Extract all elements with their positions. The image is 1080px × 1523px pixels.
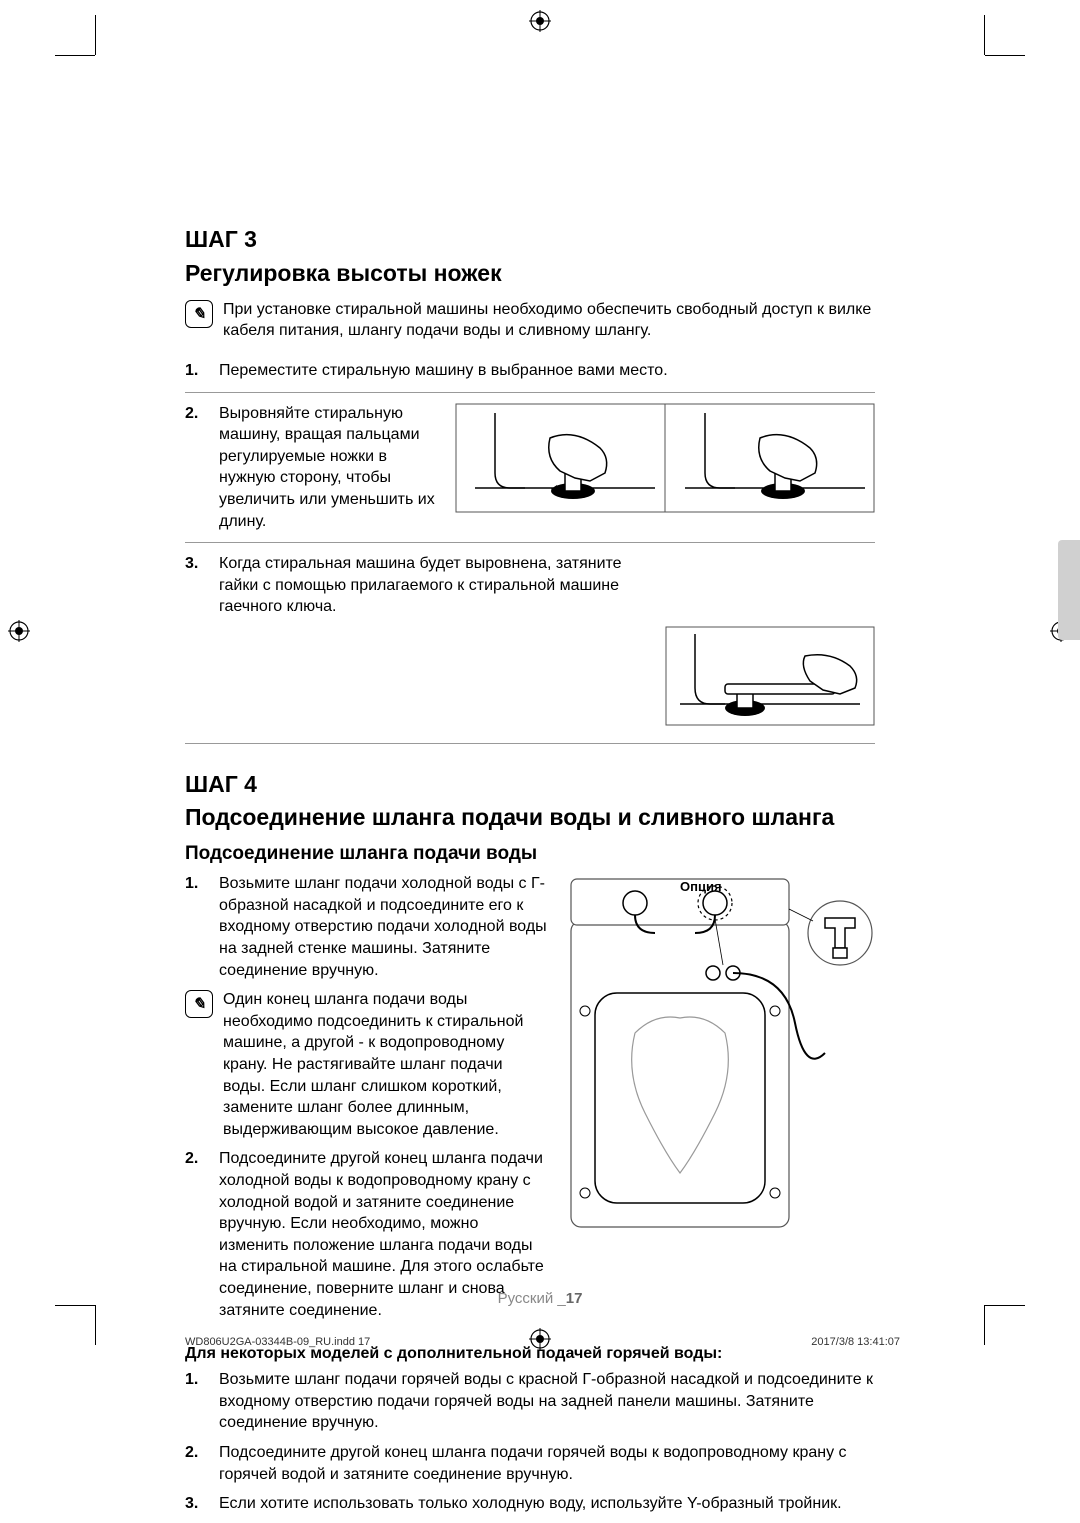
step3-note-text: При установке стиральной машины необходи… bbox=[223, 299, 875, 342]
step3-item-2: 2. Выровняйте стиральную машину, вращая … bbox=[185, 393, 875, 544]
step4-item-1: 1. Возьмите шланг подачи холодной воды с… bbox=[185, 873, 549, 981]
step4-note-text: Один конец шланга подачи воды необходимо… bbox=[223, 989, 549, 1140]
step3-note: ✎ При установке стиральной машины необхо… bbox=[185, 299, 875, 342]
crop-mark bbox=[985, 55, 1025, 56]
crop-mark bbox=[95, 1305, 96, 1345]
hot-item-2: 2.Подсоедините другой конец шланга подач… bbox=[185, 1442, 875, 1485]
step3-item-3: 3. Когда стиральная машина будет выровне… bbox=[185, 543, 875, 743]
step4-list-a: 1. Возьмите шланг подачи холодной воды с… bbox=[185, 873, 549, 981]
option-label: Опция bbox=[680, 879, 722, 894]
note-icon: ✎ bbox=[185, 300, 213, 328]
step4-heading: ШАГ 4 bbox=[185, 770, 875, 800]
step4-figure: Опция bbox=[565, 873, 875, 1238]
side-tab bbox=[1058, 540, 1080, 640]
step4-note: ✎ Один конец шланга подачи воды необходи… bbox=[185, 989, 549, 1140]
step3-item-1: 1. Переместите стиральную машину в выбра… bbox=[185, 350, 875, 393]
crop-mark bbox=[55, 55, 95, 56]
step3-heading: ШАГ 3 bbox=[185, 225, 875, 255]
reg-mark-left bbox=[8, 620, 30, 642]
hot-item-1: 1.Возьмите шланг подачи горячей воды с к… bbox=[185, 1369, 875, 1434]
crop-mark bbox=[95, 15, 96, 55]
step4-subhead: Подсоединение шланга подачи воды bbox=[185, 843, 875, 865]
hot-water-list: 1.Возьмите шланг подачи горячей воды с к… bbox=[185, 1369, 875, 1515]
note-icon: ✎ bbox=[185, 990, 213, 1018]
footer-page-num: 17 bbox=[566, 1290, 583, 1307]
page-content: ШАГ 3 Регулировка высоты ножек ✎ При уст… bbox=[185, 225, 875, 1523]
crop-mark bbox=[984, 1305, 985, 1345]
step3-figure-3 bbox=[665, 626, 875, 733]
footer-lang: Русский _ bbox=[498, 1290, 566, 1307]
step3-list: 1. Переместите стиральную машину в выбра… bbox=[185, 350, 875, 744]
reg-mark-top bbox=[529, 10, 551, 32]
step4-title: Подсоединение шланга подачи воды и сливн… bbox=[185, 803, 875, 833]
hot-item-3: 3.Если хотите использовать только холодн… bbox=[185, 1493, 875, 1515]
step3-figure-2 bbox=[455, 403, 875, 520]
footer-timestamp: 2017/3/8 13:41:07 bbox=[811, 1336, 900, 1348]
footer-slug: WD806U2GA-03344B-09_RU.indd 17 bbox=[185, 1336, 370, 1348]
step3-title: Регулировка высоты ножек bbox=[185, 259, 875, 289]
crop-mark bbox=[984, 15, 985, 55]
page-footer: Русский _17 bbox=[0, 1290, 1080, 1307]
